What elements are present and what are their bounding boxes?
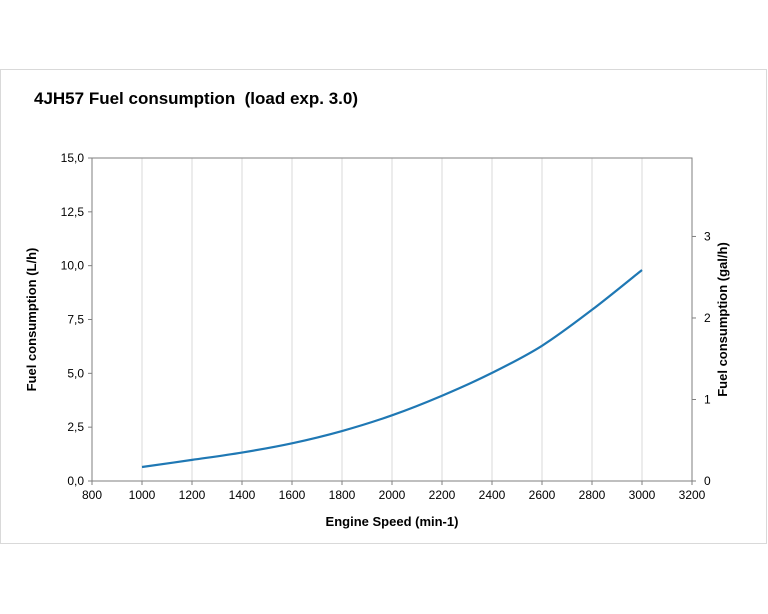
x-tick-label: 1000 bbox=[129, 488, 156, 502]
y-tick-label: 15,0 bbox=[61, 151, 85, 165]
y2-tick-label: 0 bbox=[704, 474, 711, 488]
chart-frame bbox=[0, 69, 767, 544]
x-tick-label: 2000 bbox=[379, 488, 406, 502]
y2-tick-label: 3 bbox=[704, 229, 711, 243]
chart-title: 4JH57 Fuel consumption (load exp. 3.0) bbox=[34, 89, 359, 108]
y-axis-label: Fuel consumption (L/h) bbox=[24, 248, 39, 392]
y-tick-label: 12,5 bbox=[61, 205, 85, 219]
x-tick-label: 1800 bbox=[329, 488, 356, 502]
y2-tick-label: 1 bbox=[704, 392, 711, 406]
x-tick-label: 2400 bbox=[479, 488, 506, 502]
grid-lines bbox=[141, 158, 643, 481]
x-tick-label: 3000 bbox=[629, 488, 656, 502]
x-axis-label: Engine Speed (min-1) bbox=[326, 514, 459, 529]
series-line bbox=[141, 269, 643, 469]
axis-ticks: 800 1000 1200 1400 1600 1800 2000 2200 2400 2600 2… bbox=[61, 151, 711, 502]
y-tick-label: 10,0 bbox=[61, 259, 85, 273]
x-tick-label: 2200 bbox=[429, 488, 456, 502]
x-tick-label: 1600 bbox=[279, 488, 306, 502]
x-tick-label: 2600 bbox=[529, 488, 556, 502]
y-tick-label: 2,5 bbox=[67, 420, 84, 434]
y-tick-label: 5,0 bbox=[67, 366, 84, 380]
y-tick-label: 0,0 bbox=[67, 474, 84, 488]
x-tick-label: 800 bbox=[82, 488, 102, 502]
x-tick-label: 1400 bbox=[229, 488, 256, 502]
y2-tick-label: 2 bbox=[704, 311, 711, 325]
x-tick-label: 2800 bbox=[579, 488, 606, 502]
x-tick-label: 3200 bbox=[679, 488, 706, 502]
y-tick-label: 7,5 bbox=[67, 313, 84, 327]
x-tick-label: 1200 bbox=[179, 488, 206, 502]
y2-axis-label: Fuel consumption (gal/h) bbox=[715, 242, 730, 397]
